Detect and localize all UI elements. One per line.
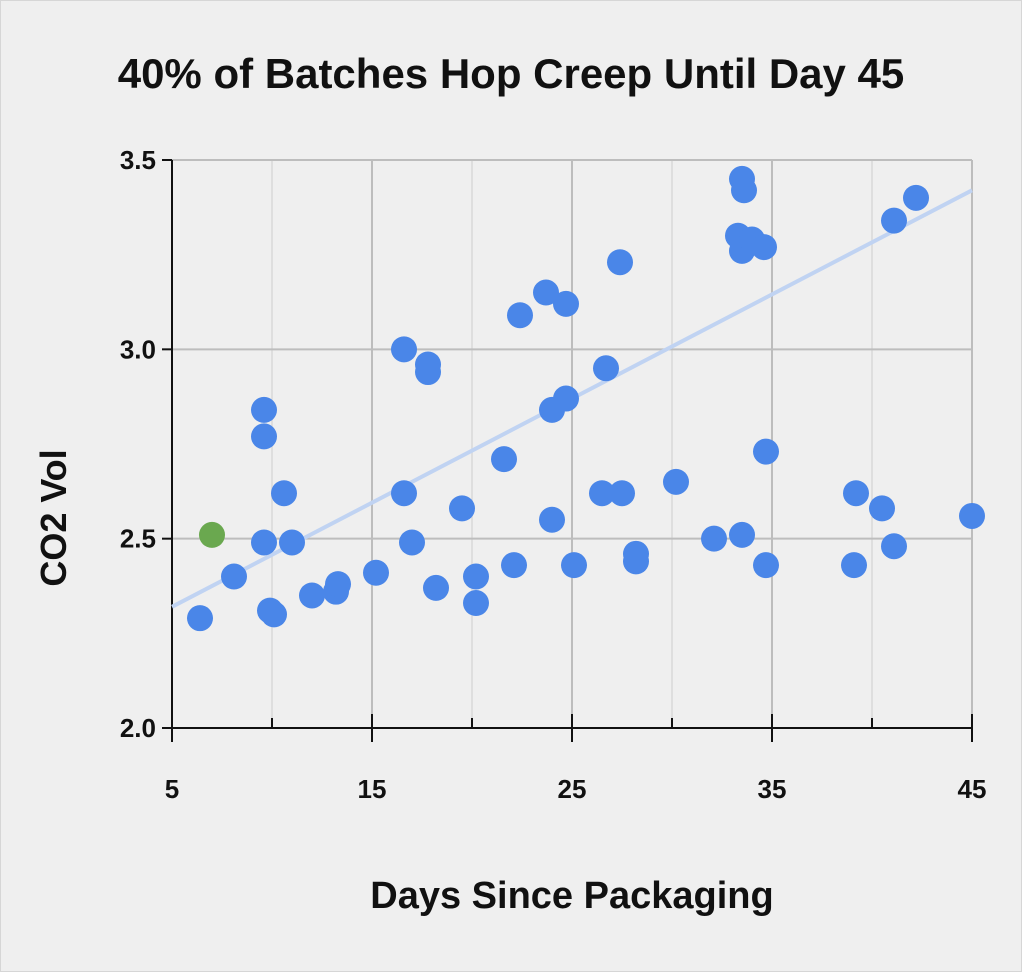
x-tick-label: 15 [358, 774, 387, 804]
data-point [881, 207, 907, 234]
chart-title: 40% of Batches Hop Creep Until Day 45 [117, 50, 905, 97]
data-point [623, 548, 649, 575]
highlight-point [199, 521, 225, 548]
data-point [751, 234, 777, 261]
data-point [423, 574, 449, 601]
data-point [881, 533, 907, 560]
data-point [731, 177, 757, 204]
data-point [841, 552, 867, 579]
data-point [463, 563, 489, 590]
data-point [501, 552, 527, 579]
x-tick-label: 25 [558, 774, 587, 804]
data-point [507, 302, 533, 329]
data-point [753, 438, 779, 465]
data-point [251, 423, 277, 450]
data-point [325, 571, 351, 598]
data-point [491, 446, 517, 473]
data-point [539, 506, 565, 533]
data-point [593, 355, 619, 382]
data-point [589, 480, 615, 507]
data-point [251, 396, 277, 423]
data-point [561, 552, 587, 579]
data-point [553, 385, 579, 412]
data-point [729, 521, 755, 548]
data-point [607, 249, 633, 276]
data-point [391, 336, 417, 363]
data-point [415, 359, 441, 386]
y-tick-label: 3.0 [120, 334, 156, 364]
data-point [843, 480, 869, 507]
data-point [261, 601, 287, 628]
y-tick-label: 2.0 [120, 713, 156, 743]
data-point [399, 529, 425, 556]
data-point [533, 279, 559, 306]
data-point [391, 480, 417, 507]
y-tick-label: 2.5 [120, 524, 156, 554]
data-point [299, 582, 325, 609]
data-point [701, 525, 727, 552]
data-point [869, 495, 895, 522]
x-axis-title: Days Since Packaging [370, 875, 774, 917]
data-point [463, 590, 489, 617]
data-point [363, 559, 389, 586]
data-point [903, 184, 929, 211]
data-point [609, 480, 635, 507]
y-tick-label: 3.5 [120, 145, 156, 175]
data-point [279, 529, 305, 556]
data-point [187, 605, 213, 632]
data-point [663, 468, 689, 495]
x-tick-label: 5 [165, 774, 179, 804]
x-tick-label: 35 [758, 774, 787, 804]
data-point [271, 480, 297, 507]
data-point [221, 563, 247, 590]
data-point [959, 502, 985, 529]
data-point [753, 552, 779, 579]
data-point [251, 529, 277, 556]
x-tick-label: 45 [958, 774, 987, 804]
data-point [553, 290, 579, 317]
data-point [449, 495, 475, 522]
